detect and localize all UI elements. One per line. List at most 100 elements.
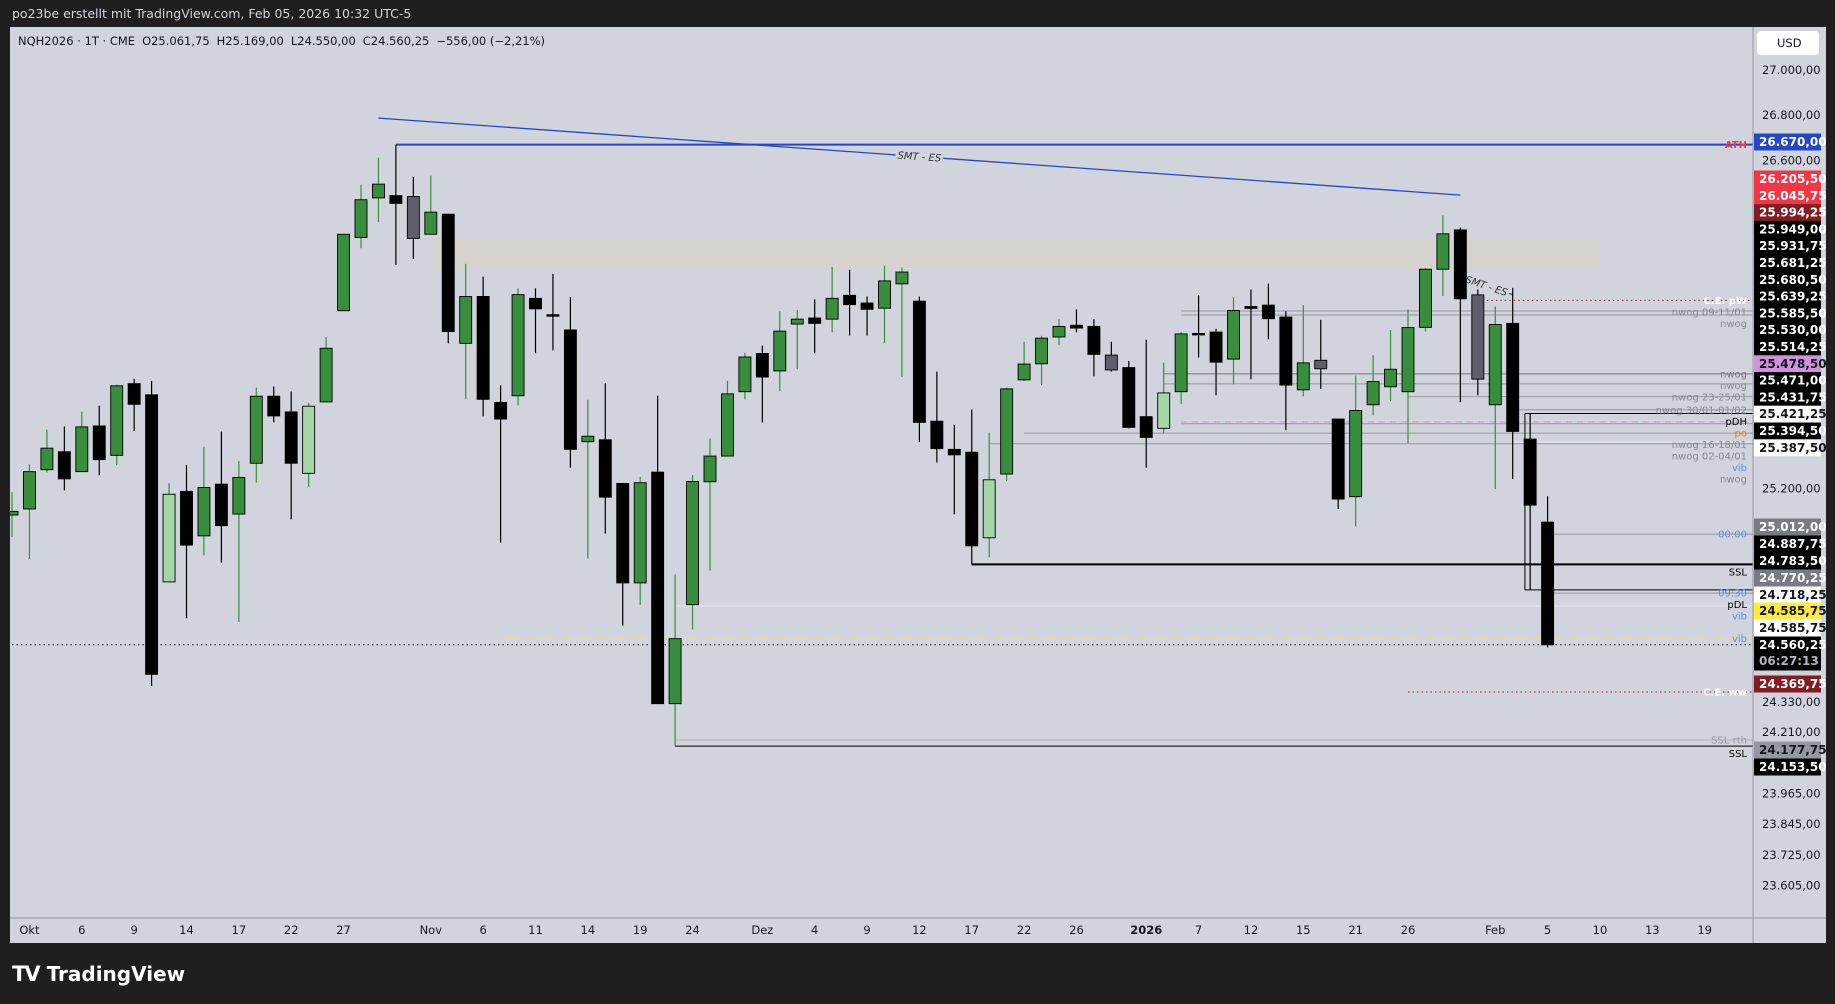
candle <box>441 213 455 344</box>
candle <box>738 352 752 400</box>
time-tick-label: 2026 <box>1130 923 1162 937</box>
candle-body <box>389 195 403 204</box>
level-label: nwog <box>1720 381 1747 392</box>
candle <box>476 276 490 417</box>
price-tag-bg <box>1754 170 1821 188</box>
candle-body <box>1523 438 1537 506</box>
level-label: vib <box>1732 463 1747 474</box>
chart-credit: po23be erstellt mit TradingView.com, Feb… <box>12 6 412 21</box>
price-tag-label: 25.421,25 <box>1759 407 1827 421</box>
price-tag-bg <box>1754 569 1821 587</box>
candle <box>1418 268 1432 332</box>
price-tag: 24.585,75 <box>1754 602 1827 620</box>
candle-body <box>895 271 909 285</box>
price-tag-bg <box>1754 204 1821 222</box>
candle <box>773 311 787 392</box>
time-tick-label: 22 <box>1017 923 1032 937</box>
currency-button[interactable]: USD <box>1757 31 1819 55</box>
candle <box>721 380 734 457</box>
candle-body <box>214 483 228 527</box>
candle <box>1488 306 1502 489</box>
candle-body <box>982 479 996 539</box>
candle <box>878 265 891 344</box>
level-label: 09:30 <box>1718 589 1747 600</box>
level-label: C.E. ww <box>1703 688 1747 699</box>
chart-pane[interactable] <box>10 27 1826 943</box>
candle <box>1104 341 1118 372</box>
time-tick-label: 12 <box>912 923 927 937</box>
candle <box>1296 305 1310 397</box>
price-tag-bg <box>1754 758 1821 776</box>
level-label: vib <box>1732 634 1747 645</box>
price-tag-label: 25.387,50 <box>1759 441 1827 455</box>
candle-body <box>1069 324 1083 329</box>
candle-body <box>406 196 420 239</box>
price-tag-label: 25.681,25 <box>1759 256 1827 270</box>
price-tick-label: 24.210,00 <box>1762 725 1821 739</box>
price-tag-bg <box>1754 422 1821 440</box>
price-tag-bg <box>1754 518 1821 536</box>
candle-body <box>1035 337 1049 365</box>
price-tag-bg <box>1754 355 1821 373</box>
level-label: 00:00 <box>1718 530 1747 541</box>
price-tag-bg <box>1754 237 1821 255</box>
candle-body <box>23 471 36 510</box>
candle-body <box>755 352 769 378</box>
time-tick-label: 14 <box>581 923 596 937</box>
candle-body <box>127 383 141 405</box>
price-tag: 25.421,25 <box>1754 405 1827 423</box>
candle-body <box>1331 418 1345 500</box>
candle-body <box>1488 324 1502 406</box>
level-lines-layer: SMT - ES SMT - ES <box>12 117 1753 747</box>
time-tick-label: 19 <box>633 923 648 937</box>
candle-body <box>459 296 473 344</box>
candle <box>197 446 211 556</box>
candle <box>249 387 263 483</box>
candle-body <box>441 213 455 333</box>
candle <box>982 432 996 558</box>
price-tag: 24.560,25 06:27:13 <box>1754 636 1827 671</box>
time-tick-label: Nov <box>420 923 443 937</box>
price-tag-bg <box>1754 439 1821 457</box>
price-tag-bg <box>1754 602 1821 620</box>
candle-body <box>790 318 804 325</box>
candle <box>1052 319 1066 346</box>
price-tag-bg <box>1754 388 1821 406</box>
level-label: vib <box>1732 612 1747 623</box>
candle <box>180 465 193 619</box>
candle <box>372 157 385 223</box>
candle-body <box>57 451 71 480</box>
candle <box>1122 360 1136 429</box>
level-label: pDH <box>1725 417 1747 428</box>
candle <box>1436 215 1450 297</box>
candle-body <box>563 329 577 450</box>
candle-body <box>1087 325 1101 355</box>
candle <box>127 378 141 431</box>
candle <box>825 266 839 333</box>
candle <box>214 431 228 563</box>
price-tag-label: 25.680,50 <box>1759 273 1827 287</box>
candle <box>529 288 542 354</box>
price-tag: 24.770,25 <box>1754 569 1827 587</box>
trendline-label-bg <box>895 148 944 164</box>
candle-body <box>965 451 979 547</box>
tradingview-logo[interactable]: TV TradingView <box>12 962 185 986</box>
candle <box>563 297 577 468</box>
candle-body <box>1017 363 1031 381</box>
candle <box>1174 332 1188 405</box>
candle-body <box>1209 331 1223 363</box>
level-label: nwog 30/01-01/02 <box>1656 405 1747 416</box>
price-tag: 24.718,25 <box>1754 586 1827 604</box>
candle <box>808 299 822 354</box>
candle-body <box>1052 325 1066 338</box>
level-label: po <box>1735 428 1747 439</box>
candle-body <box>912 300 926 423</box>
level-label: nwog <box>1720 369 1747 380</box>
price-tag-bg <box>1754 133 1821 151</box>
trendline-label: SMT - ES <box>1464 275 1510 299</box>
candle-body <box>1471 294 1485 380</box>
price-tag: 25.681,25 <box>1754 254 1827 272</box>
time-tick-label: 5 <box>1544 923 1551 937</box>
candle-body <box>1506 322 1520 432</box>
